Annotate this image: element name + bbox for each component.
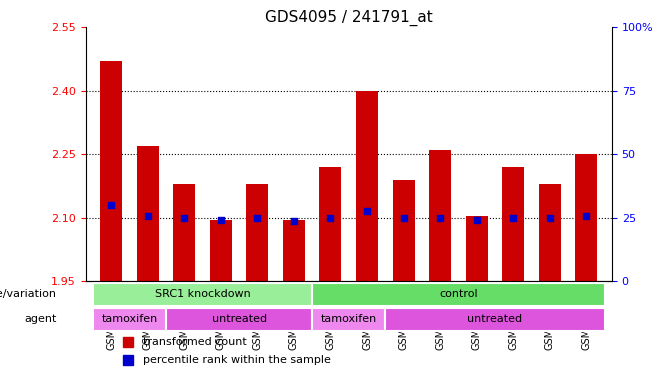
FancyBboxPatch shape: [386, 286, 421, 309]
FancyBboxPatch shape: [569, 286, 604, 309]
Bar: [502, 167, 524, 281]
Text: percentile rank within the sample: percentile rank within the sample: [143, 354, 332, 364]
Bar: [393, 180, 415, 281]
FancyBboxPatch shape: [93, 286, 129, 309]
Point: [545, 215, 555, 221]
FancyBboxPatch shape: [312, 308, 386, 331]
FancyBboxPatch shape: [203, 286, 238, 309]
Point: [581, 213, 592, 219]
Bar: [356, 91, 378, 281]
Text: agent: agent: [24, 314, 57, 324]
Bar: [320, 167, 342, 281]
Bar: [283, 220, 305, 281]
FancyBboxPatch shape: [93, 283, 312, 306]
Text: transformed count: transformed count: [143, 338, 247, 348]
Bar: [137, 146, 159, 281]
Bar: [429, 150, 451, 281]
FancyBboxPatch shape: [313, 286, 348, 309]
Bar: [100, 61, 122, 281]
Text: SRC1 knockdown: SRC1 knockdown: [155, 289, 251, 299]
FancyBboxPatch shape: [93, 308, 166, 331]
Point: [106, 202, 116, 208]
Point: [362, 209, 372, 215]
Point: [435, 215, 445, 221]
Text: tamoxifen: tamoxifen: [101, 314, 157, 324]
FancyBboxPatch shape: [459, 286, 494, 309]
Bar: [466, 216, 488, 281]
Bar: [210, 220, 232, 281]
FancyBboxPatch shape: [276, 286, 311, 309]
Text: control: control: [439, 289, 478, 299]
Point: [252, 215, 263, 221]
Text: genotype/variation: genotype/variation: [0, 289, 57, 299]
Bar: [173, 184, 195, 281]
FancyBboxPatch shape: [166, 286, 202, 309]
FancyBboxPatch shape: [130, 286, 165, 309]
Bar: [246, 184, 268, 281]
Bar: [575, 154, 597, 281]
Point: [508, 215, 519, 221]
FancyBboxPatch shape: [312, 283, 605, 306]
Text: untreated: untreated: [467, 314, 522, 324]
Text: tamoxifen: tamoxifen: [320, 314, 377, 324]
FancyBboxPatch shape: [386, 308, 605, 331]
Text: untreated: untreated: [211, 314, 266, 324]
Point: [142, 213, 153, 219]
Title: GDS4095 / 241791_at: GDS4095 / 241791_at: [265, 9, 432, 25]
Point: [471, 217, 482, 223]
Point: [179, 215, 190, 221]
FancyBboxPatch shape: [240, 286, 275, 309]
Point: [325, 215, 336, 221]
Bar: [539, 184, 561, 281]
FancyBboxPatch shape: [166, 308, 312, 331]
FancyBboxPatch shape: [532, 286, 567, 309]
FancyBboxPatch shape: [495, 286, 531, 309]
Point: [289, 218, 299, 224]
FancyBboxPatch shape: [349, 286, 384, 309]
FancyBboxPatch shape: [422, 286, 458, 309]
Point: [216, 217, 226, 223]
Point: [398, 215, 409, 221]
